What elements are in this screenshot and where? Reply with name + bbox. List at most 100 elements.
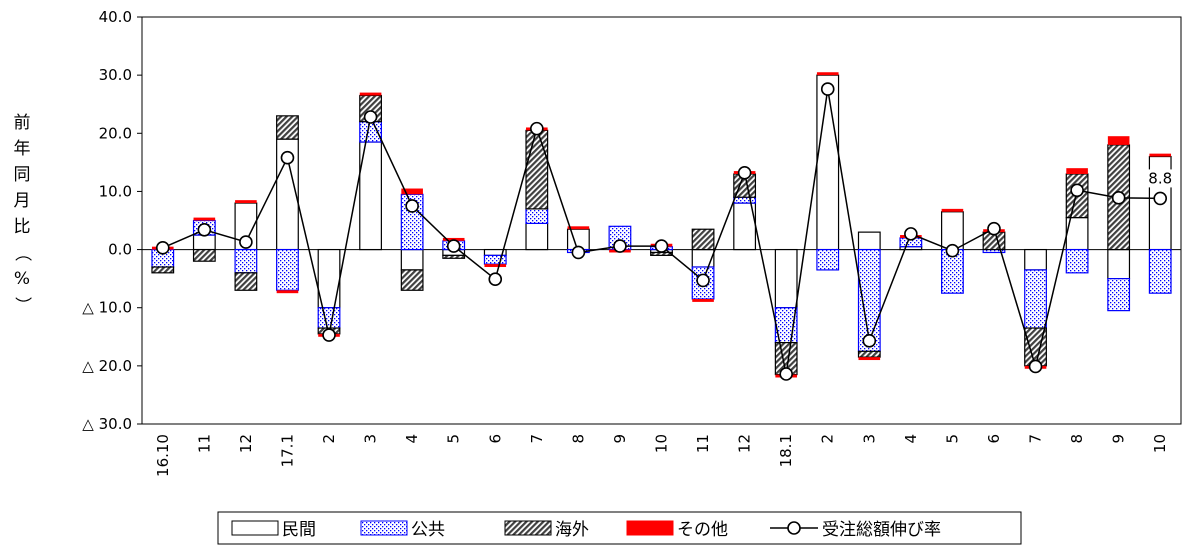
bar-other <box>193 217 216 221</box>
x-tick-label: 9 <box>1110 434 1128 444</box>
line-point <box>405 199 419 213</box>
legend-label: 海外 <box>555 520 589 540</box>
y-axis-label-char: % <box>14 269 30 289</box>
bar-other <box>858 357 881 361</box>
legend-label: 受注総額伸び率 <box>822 520 941 540</box>
bar-public <box>1107 278 1131 312</box>
x-tick-label: 10 <box>1151 434 1169 453</box>
y-axis-label-char: 比 <box>14 217 31 237</box>
bar-other <box>359 92 382 96</box>
bars <box>151 72 1172 378</box>
y-axis-label-char: （ <box>12 245 32 262</box>
data-label-bg <box>1145 169 1176 188</box>
legend-label: その他 <box>677 520 728 540</box>
legend-swatch <box>231 520 279 536</box>
bar-private <box>691 248 715 268</box>
line-point <box>904 227 918 241</box>
legend: 民間 公共 海外 その他 受注総額伸び率 <box>217 511 1022 545</box>
y-tick-label: △ 30.0 <box>82 415 132 433</box>
bar-other <box>401 188 423 195</box>
bar-other <box>816 72 839 76</box>
y-tick-label: 30.0 <box>99 66 132 84</box>
bar-overseas <box>234 272 258 291</box>
line-point <box>571 245 586 260</box>
x-tick-label: 10 <box>653 434 671 453</box>
bar-overseas <box>151 266 175 274</box>
y-axis-label-char: 同 <box>14 165 31 185</box>
line-point <box>654 239 669 253</box>
total-growth-line <box>155 82 1168 381</box>
x-tick-label: 9 <box>611 434 629 444</box>
line-point <box>322 328 336 342</box>
x-tick-label: 11 <box>195 434 213 453</box>
x-tick-label: 12 <box>736 434 754 453</box>
line-point <box>987 221 1001 236</box>
plot-area <box>141 16 1182 425</box>
legend-label: 公共 <box>411 520 445 540</box>
bar-overseas <box>442 254 466 259</box>
bar-private <box>192 234 216 251</box>
bar-overseas <box>192 248 216 262</box>
line-point <box>363 110 378 124</box>
line-point <box>1070 183 1084 198</box>
x-tick-label: 17.1 <box>278 434 296 467</box>
x-tick-label: 3 <box>860 434 878 444</box>
line-point <box>737 166 752 180</box>
y-axis-ticks: 40.0 30.0 20.0 10.0 0.0 △ 10.0 △ 20.0 △ 30.0 <box>82 8 142 433</box>
bar-other <box>1149 153 1172 157</box>
bar-overseas <box>525 129 549 210</box>
line-point <box>1028 359 1043 374</box>
x-tick-label: 5 <box>445 434 463 444</box>
line-point <box>155 241 170 255</box>
bar-private <box>1107 248 1131 280</box>
y-tick-label: 10.0 <box>99 182 132 200</box>
line-point <box>779 367 793 381</box>
y-axis-label-char: 年 <box>14 139 31 159</box>
x-axis-ticks: 16.10 11 12 17.1 2 3 4 5 6 7 8 9 10 11 12 18.1 2 3 4 5 6 7 8 9 1… <box>154 434 1169 477</box>
bar-overseas <box>276 115 299 140</box>
line-point <box>1153 191 1168 206</box>
bar-overseas <box>400 269 424 291</box>
bar-public <box>1065 248 1089 274</box>
bar-public <box>483 254 507 265</box>
bar-public <box>1148 248 1172 294</box>
bar-private <box>816 74 840 251</box>
bar-public <box>317 307 341 329</box>
annotations: 8.8 <box>1145 169 1176 188</box>
bar-other <box>235 200 257 204</box>
line-point <box>280 150 295 165</box>
x-tick-label: 7 <box>528 434 546 444</box>
line-path <box>162 88 1161 375</box>
bar-private <box>857 231 881 251</box>
y-tick-label: △ 10.0 <box>82 299 132 317</box>
x-tick-label: 16.10 <box>154 434 172 477</box>
bar-private <box>525 222 549 251</box>
bar-other <box>941 208 964 212</box>
y-axis-label-char: ） <box>12 297 32 314</box>
bar-public <box>234 248 258 274</box>
x-tick-label: 8 <box>1068 434 1086 444</box>
line-point <box>696 273 710 288</box>
legend-swatch <box>626 520 674 536</box>
bar-other <box>1107 136 1130 145</box>
x-tick-label: 3 <box>362 434 380 444</box>
y-tick-label: 0.0 <box>108 241 132 259</box>
line-point <box>862 334 877 348</box>
bar-other <box>276 290 299 294</box>
bar-other <box>692 298 714 302</box>
line-point <box>488 272 503 287</box>
x-tick-label: 12 <box>237 434 255 453</box>
bar-public <box>816 248 840 271</box>
bar-private <box>400 248 424 271</box>
x-tick-label: 2 <box>320 434 338 444</box>
bar-private <box>774 248 798 309</box>
bar-other <box>567 226 590 230</box>
x-tick-label: 4 <box>902 434 920 444</box>
bar-other <box>1066 168 1088 174</box>
line-point <box>446 239 461 253</box>
bar-overseas <box>691 228 715 251</box>
legend-marker <box>787 521 801 535</box>
legend-swatch <box>504 520 552 536</box>
